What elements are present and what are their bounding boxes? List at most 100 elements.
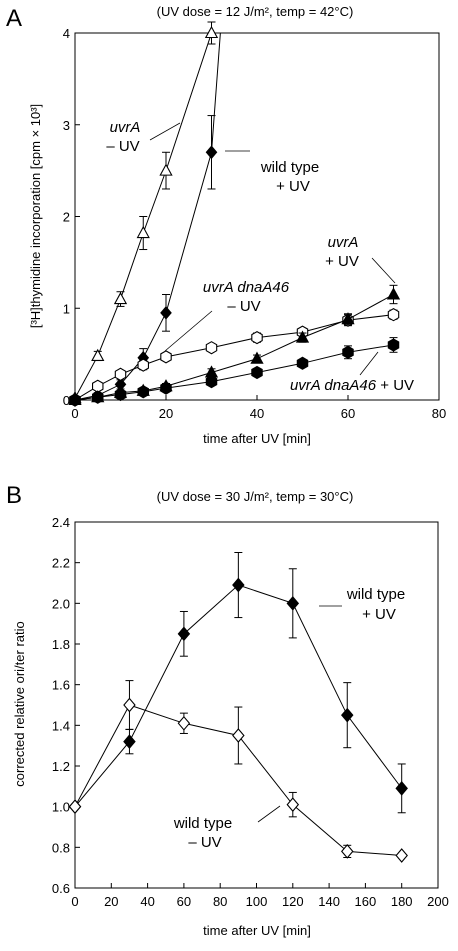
panel-b-series-1-point [395, 848, 408, 863]
panel-a-x-tick-label: 20 [159, 406, 173, 421]
panel-a-series-4-point [342, 345, 354, 359]
panel-a-series-4-point [114, 387, 127, 402]
panel-a-series-0-point [136, 225, 150, 239]
panel-a-series-4-line-group [75, 344, 394, 400]
label-a-uvra-dnaa46-plus-uv: uvrA dnaA46 + UV [290, 351, 414, 394]
panel-b-x-ticks: 0 20 40 60 80 100 120 140 160 180 200 [71, 883, 449, 909]
panel-a-series-0-point [159, 163, 173, 176]
panel-a-series-3-point [386, 287, 401, 300]
panel-a-series-group [68, 21, 401, 407]
panel-a-series-4-point [92, 390, 104, 404]
label-b-wildtype-minus-uv-line1: wild type [173, 815, 232, 832]
panel-a-y-tick-label: 0 [63, 393, 70, 408]
panel-a-series-1-point [205, 145, 218, 160]
panel-b-x-tick-label: 100 [246, 894, 268, 909]
panel-b-x-axis-label: time after UV [min] [203, 923, 311, 938]
leader-a-uvra-dnaa46-minus-uv [164, 310, 213, 352]
panel-a-series-2 [69, 308, 400, 407]
panel-a-series-2-line [75, 314, 394, 400]
label-a-uvra-dnaa46-plus-uv-text: uvrA dnaA46 + UV [290, 377, 414, 394]
panel-b-y-axis-label: corrected relative ori/ter ratio [12, 621, 27, 786]
label-a-uvra-minus-uv: uvrA – UV [106, 119, 181, 155]
panel-b-series-0-line-group [75, 584, 403, 807]
panel-a-series-4-point [160, 381, 172, 395]
panel-a-y-axis-label: [³H]thymidine incorporation [cpm × 10³] [28, 104, 43, 328]
panel-b-series-0 [68, 552, 408, 815]
panel-b-x-tick-label: 140 [318, 894, 340, 909]
panel-a-series-0-line-group [75, 33, 213, 399]
panel-a-plot-frame [74, 32, 440, 401]
panel-a-series-0-point [204, 25, 219, 39]
label-a-wildtype-plus-uv-line2: + UV [276, 178, 310, 195]
panel-a-x-tick-label: 0 [71, 406, 78, 421]
panel-b: B (UV dose = 30 J/m², temp = 30°C) 0 20 40… [6, 482, 449, 938]
label-a-uvra-plus-uv: uvrA + UV [325, 234, 396, 284]
label-a-uvra-dnaa46-minus-uv: uvrA dnaA46 – UV [164, 279, 290, 352]
panel-a-series-4-point [387, 338, 400, 352]
panel-b-series-0-point [123, 734, 136, 749]
panel-a-series-4 [69, 337, 400, 407]
panel-b-series-1-point [286, 797, 300, 812]
panel-b-x-tick-label: 120 [282, 894, 304, 909]
panel-b-series-1 [68, 680, 408, 863]
panel-a-y-tick-label: 2 [63, 210, 70, 225]
panel-b-y-tick-label: 0.6 [52, 881, 70, 896]
panel-a-series-2-point [251, 330, 263, 345]
panel-a-y-tick-label: 1 [63, 301, 70, 316]
panel-a-series-3-point [341, 312, 355, 325]
label-a-wildtype-plus-uv-line1: wild type [260, 159, 319, 176]
panel-b-y-ticks: 0.6 0.8 1.0 1.2 1.4 1.6 1.8 2.0 2.2 2.4 [52, 515, 80, 896]
label-a-uvra-dnaa46-plus-uv-italic: uvrA dnaA46 [290, 377, 377, 394]
panel-a-x-ticks: 0 20 40 60 80 [71, 395, 446, 421]
panel-b-series-0-point [177, 626, 191, 642]
panel-b-y-tick-label: 2.4 [52, 515, 70, 530]
panel-b-y-tick-label: 1.4 [52, 718, 70, 733]
panel-b-letter: B [6, 482, 22, 509]
panel-a-letter: A [6, 5, 22, 32]
panel-b-series-0-line [75, 584, 403, 807]
panel-a-x-tick-label: 40 [250, 406, 264, 421]
panel-a-x-axis-label: time after UV [min] [203, 431, 311, 446]
label-b-wildtype-plus-uv-line1: wild type [346, 586, 405, 603]
panel-b-y-tick-label: 0.8 [52, 840, 70, 855]
panel-a-y-tick-label: 4 [63, 26, 70, 41]
panel-b-series-0-point [232, 577, 245, 593]
panel-a-series-4-point [137, 385, 149, 399]
label-a-uvra-plus-uv-line2: + UV [325, 253, 359, 270]
panel-a-series-2-point [137, 358, 149, 372]
panel-b-x-tick-label: 0 [71, 894, 78, 909]
panel-b-x-tick-label: 80 [213, 894, 227, 909]
panel-b-series-1-point [341, 844, 354, 859]
leader-b-wildtype-minus-uv [257, 805, 281, 823]
panel-a-series-3-line-group [75, 294, 394, 400]
panel-a-series-2-point [160, 350, 172, 364]
panel-b-x-tick-label: 20 [104, 894, 118, 909]
panel-a-series-1-point [160, 305, 172, 320]
panel-b-y-tick-label: 1.0 [52, 800, 70, 815]
label-b-wildtype-minus-uv: wild type – UV [173, 805, 281, 851]
panel-b-y-tick-label: 1.6 [52, 678, 70, 693]
label-a-uvra-plus-uv-line1: uvrA [328, 234, 359, 251]
panel-a-series-3-point [295, 330, 310, 343]
panel-b-series-1-point [123, 697, 136, 713]
label-b-wildtype-plus-uv: wild type + UV [319, 586, 405, 623]
panel-b-series-1-point [177, 715, 191, 731]
label-b-wildtype-plus-uv-line2: + UV [362, 606, 396, 623]
panel-a: A (UV dose = 12 J/m², temp = 42°C) 0 20 40… [6, 4, 446, 446]
label-a-uvra-minus-uv-line2: – UV [106, 138, 139, 155]
panel-b-x-tick-label: 60 [177, 894, 191, 909]
panel-a-series-4-line [75, 344, 394, 400]
label-b-wildtype-minus-uv-line2: – UV [188, 834, 221, 851]
panel-b-y-tick-label: 1.2 [52, 759, 70, 774]
panel-b-y-tick-label: 1.8 [52, 637, 70, 652]
panel-b-series-1-point [232, 728, 245, 743]
leader-a-uvra-plus-uv [371, 257, 396, 284]
panel-b-series-0-point [286, 595, 300, 611]
panel-b-y-tick-label: 2.2 [52, 556, 70, 571]
panel-a-series-3-line [75, 294, 394, 400]
panel-a-series-4-point [205, 375, 218, 389]
panel-a-y-ticks: 0 1 2 3 4 [63, 26, 80, 408]
panel-b-title: (UV dose = 30 J/m², temp = 30°C) [157, 489, 354, 504]
panel-a-series-4-point [69, 393, 81, 407]
